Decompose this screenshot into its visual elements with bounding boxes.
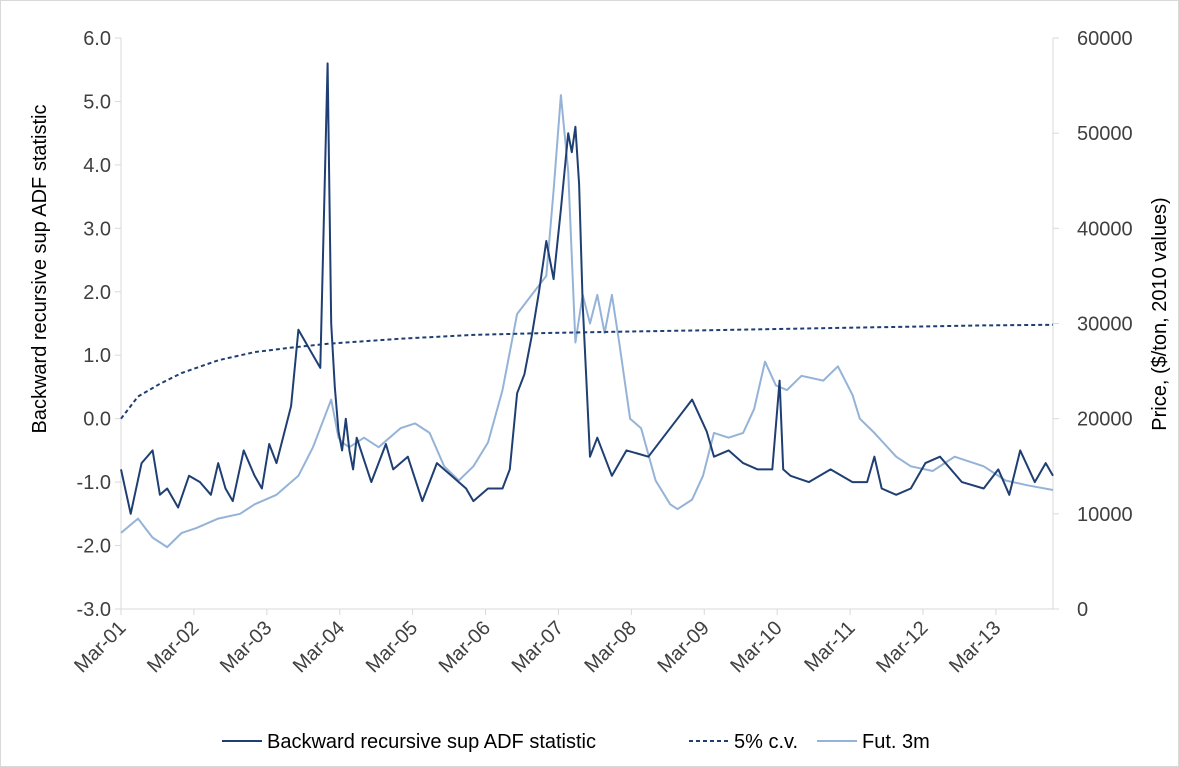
- series-adf-line: [120, 62, 1054, 515]
- series-fut-line: [120, 94, 1054, 549]
- x-tick-label: Mar-02: [143, 617, 203, 677]
- legend-label-fut: Fut. 3m: [862, 731, 930, 753]
- left-axis-title: Backward recursive sup ADF statistic: [29, 105, 51, 434]
- x-tick-label: Mar-13: [945, 617, 1005, 677]
- series-layer: [120, 62, 1054, 549]
- left-y-ticks: 6.0 5.0 4.0 3.0 2.0 1.0 0.0 -1.0 -2.0 -3.0: [77, 28, 121, 621]
- right-axis-title: Price, ($/ton, 2010 values): [1149, 197, 1171, 430]
- left-tick-label: -2.0: [77, 536, 111, 558]
- x-tick-label: Mar-03: [216, 617, 276, 677]
- x-ticks: Mar-01 Mar-02 Mar-03 Mar-04 Mar-05 Mar-06 Mar-…: [70, 609, 1005, 677]
- left-tick-label: -1.0: [77, 472, 111, 494]
- legend-label-adf: Backward recursive sup ADF statistic: [267, 731, 596, 753]
- right-tick-label: 0: [1077, 599, 1088, 621]
- right-tick-label: 20000: [1077, 409, 1133, 431]
- x-tick-label: Mar-07: [508, 617, 568, 677]
- left-tick-label: -3.0: [77, 599, 111, 621]
- right-tick-label: 40000: [1077, 218, 1133, 240]
- x-tick-label: Mar-11: [800, 617, 859, 676]
- legend-label-cv: 5% c.v.: [734, 731, 798, 753]
- left-tick-label: 5.0: [83, 91, 111, 113]
- series-cv-line: [120, 323, 1054, 420]
- right-tick-label: 30000: [1077, 314, 1133, 336]
- left-tick-label: 0.0: [83, 409, 111, 431]
- legend: Backward recursive sup ADF statistic 5% …: [222, 731, 930, 753]
- left-tick-label: 4.0: [83, 155, 111, 177]
- x-tick-label: Mar-05: [362, 617, 422, 677]
- x-tick-label: Mar-06: [435, 617, 495, 677]
- axes: [120, 38, 1054, 610]
- left-tick-label: 6.0: [83, 28, 111, 50]
- x-tick-label: Mar-04: [289, 617, 349, 677]
- x-tick-label: Mar-10: [726, 617, 786, 677]
- x-tick-label: Mar-01: [70, 617, 130, 677]
- right-tick-label: 10000: [1077, 504, 1133, 526]
- left-tick-label: 2.0: [83, 282, 111, 304]
- left-tick-label: 1.0: [83, 345, 111, 367]
- x-tick-label: Mar-08: [581, 617, 641, 677]
- right-tick-label: 50000: [1077, 123, 1133, 145]
- x-tick-label: Mar-12: [872, 617, 932, 677]
- right-tick-label: 60000: [1077, 28, 1133, 50]
- left-tick-label: 3.0: [83, 218, 111, 240]
- right-y-ticks: 60000 50000 40000 30000 20000 10000 0: [1053, 28, 1133, 621]
- x-tick-label: Mar-09: [653, 617, 713, 677]
